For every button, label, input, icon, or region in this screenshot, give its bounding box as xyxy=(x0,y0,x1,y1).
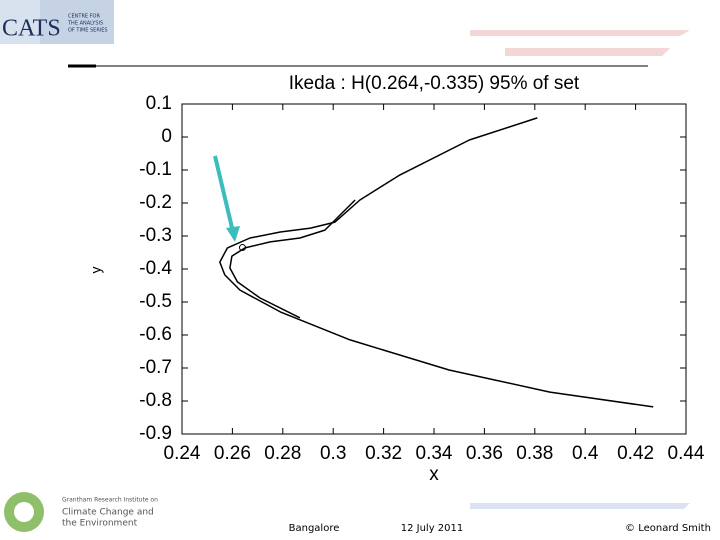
arrow-shaft xyxy=(213,155,235,233)
x-tick-label: 0.3 xyxy=(320,443,346,464)
curve xyxy=(219,117,654,408)
cats-logo-sub: OF TIME SERIES xyxy=(68,28,108,34)
cats-logo-text: CATS xyxy=(2,16,61,42)
cats-logo-sub: THE ANALYSIS xyxy=(67,21,103,27)
chart-title: Ikeda : H(0.264,-0.335) 95% of set xyxy=(289,73,580,94)
y-tick-label: -0.2 xyxy=(139,192,172,213)
footer-place: Bangalore xyxy=(289,523,340,534)
stripe xyxy=(470,30,690,36)
y-tick-label: -0.8 xyxy=(139,390,172,411)
arrow-head xyxy=(226,226,240,242)
stripe xyxy=(470,503,690,509)
x-tick-label: 0.42 xyxy=(617,443,654,464)
stripe xyxy=(505,48,670,56)
y-tick-label: -0.6 xyxy=(139,324,172,345)
x-tick-label: 0.26 xyxy=(214,443,251,464)
grantham-text: Grantham Research Institute on xyxy=(62,497,158,504)
plot-frame xyxy=(181,103,687,435)
x-tick-label: 0.38 xyxy=(516,443,553,464)
y-tick-label: -0.1 xyxy=(139,159,172,180)
y-tick-label: -0.4 xyxy=(139,258,172,279)
x-tick-label: 0.34 xyxy=(416,443,453,464)
point-marker xyxy=(238,244,246,252)
y-tick-label: -0.9 xyxy=(139,423,172,444)
footer-date: 12 July 2011 xyxy=(401,523,464,534)
x-tick-label: 0.36 xyxy=(466,443,503,464)
grantham-text: the Environment xyxy=(62,519,138,529)
x-tick-label: 0.44 xyxy=(668,443,705,464)
y-tick-label: -0.5 xyxy=(139,291,172,312)
y-axis-label: y xyxy=(88,267,104,274)
curve xyxy=(229,199,356,319)
y-tick-label: -0.3 xyxy=(139,225,172,246)
x-tick-label: 0.4 xyxy=(572,443,599,464)
x-tick-label: 0.24 xyxy=(164,443,201,464)
x-tick-label: 0.28 xyxy=(264,443,301,464)
grantham-logo-inner xyxy=(14,502,34,522)
grantham-text: Climate Change and xyxy=(62,508,154,518)
y-tick-label: 0.1 xyxy=(146,93,172,114)
cats-logo-pattern xyxy=(40,0,114,44)
x-tick-label: 0.32 xyxy=(365,443,402,464)
cats-logo-sub: CENTRE FOR xyxy=(68,14,100,20)
y-tick-label: 0 xyxy=(161,126,172,147)
y-tick-label: -0.7 xyxy=(139,357,172,378)
x-axis-label: x xyxy=(429,464,439,485)
footer-author: © Leonard Smith xyxy=(625,523,711,534)
